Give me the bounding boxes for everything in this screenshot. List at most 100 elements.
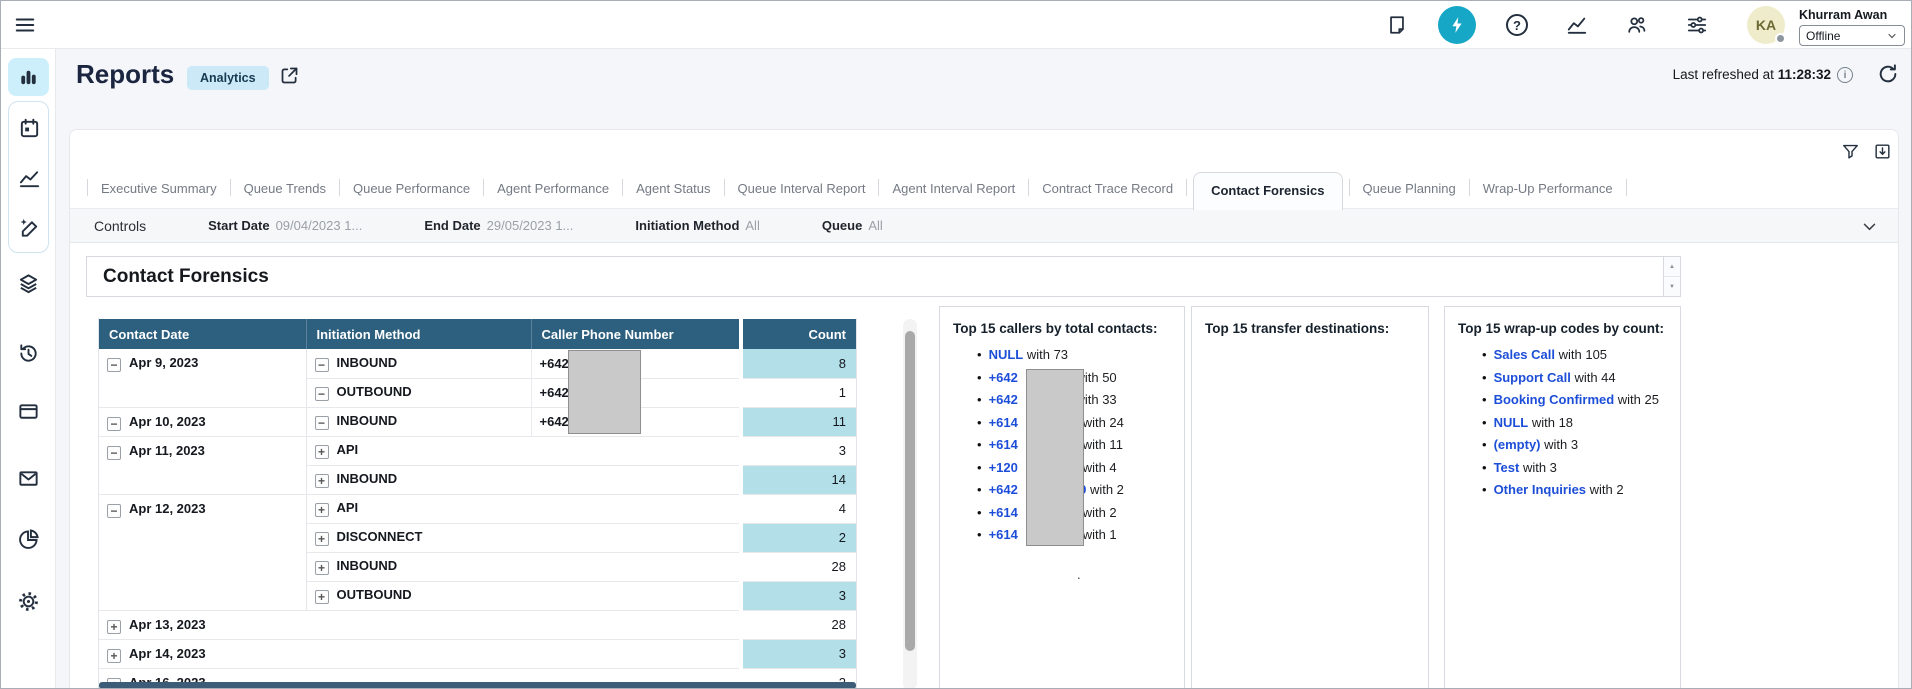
expand-toggle-icon[interactable]: + — [107, 649, 121, 663]
hamburger-menu-icon[interactable] — [13, 14, 37, 36]
caller-link[interactable]: +614 — [989, 415, 1018, 430]
sidebar-item-settings[interactable] — [17, 590, 40, 613]
expand-toggle-icon[interactable]: − — [107, 446, 121, 460]
caller-link[interactable]: +642 — [989, 370, 1018, 385]
caller-link[interactable]: +614 — [989, 437, 1018, 452]
expand-toggle-icon[interactable]: − — [315, 358, 329, 372]
filter-icon[interactable] — [1841, 142, 1860, 161]
wrapup-link[interactable]: NULL — [1494, 415, 1529, 430]
notes-icon[interactable] — [1386, 14, 1408, 36]
refresh-icon[interactable] — [1877, 63, 1899, 85]
count-cell: 28 — [741, 552, 856, 581]
info-icon[interactable]: i — [1837, 67, 1853, 83]
agents-icon[interactable] — [1626, 14, 1648, 36]
wrapup-link[interactable]: Sales Call — [1494, 347, 1555, 362]
expand-toggle-icon[interactable]: − — [315, 387, 329, 401]
tab-contact-forensics[interactable]: Contact Forensics — [1193, 172, 1342, 210]
filter-start-date[interactable]: Start Date09/04/2023 1... — [208, 218, 362, 233]
method-cell[interactable]: −INBOUND — [306, 407, 531, 436]
bullet: • — [977, 527, 982, 542]
metrics-icon[interactable] — [1566, 14, 1588, 36]
date-cell[interactable]: +Apr 14, 2023 — [99, 639, 741, 668]
expand-toggle-icon[interactable]: + — [315, 561, 329, 575]
caller-link[interactable]: NULL — [989, 347, 1024, 362]
expand-toggle-icon[interactable]: − — [107, 504, 121, 518]
method-cell[interactable]: +INBOUND — [306, 552, 741, 581]
lightning-icon[interactable] — [1438, 6, 1476, 44]
sidebar-item-reports-pie[interactable] — [17, 528, 40, 551]
col-count[interactable]: Count — [741, 319, 856, 349]
method-cell[interactable]: −OUTBOUND — [306, 378, 531, 407]
col-contact-date[interactable]: Contact Date — [99, 319, 306, 349]
sidebar-item-mail[interactable] — [17, 467, 40, 490]
tab-contract-trace-record[interactable]: Contract Trace Record — [1035, 181, 1180, 208]
method-cell[interactable]: +API — [306, 494, 741, 523]
tab-queue-planning[interactable]: Queue Planning — [1356, 181, 1463, 208]
date-cell[interactable]: +Apr 13, 2023 — [99, 610, 741, 639]
caller-link[interactable]: +642 — [989, 392, 1018, 407]
method-cell[interactable]: +OUTBOUND — [306, 581, 741, 610]
method-cell[interactable]: +INBOUND — [306, 465, 741, 494]
scrollbar-thumb[interactable] — [905, 331, 915, 651]
sidebar-item-window[interactable] — [17, 400, 40, 423]
tab-divider — [1469, 179, 1470, 196]
wrapup-link[interactable]: Test — [1494, 460, 1520, 475]
tab-agent-status[interactable]: Agent Status — [629, 181, 717, 208]
tab-executive-summary[interactable]: Executive Summary — [94, 181, 224, 208]
sidebar-item-layers[interactable] — [17, 272, 40, 295]
tab-queue-performance[interactable]: Queue Performance — [346, 181, 477, 208]
spinner-down-button[interactable]: ▼ — [1664, 277, 1680, 296]
tab-agent-performance[interactable]: Agent Performance — [490, 181, 616, 208]
table-vertical-scrollbar[interactable] — [903, 319, 917, 689]
expand-toggle-icon[interactable]: + — [315, 503, 329, 517]
tab-queue-trends[interactable]: Queue Trends — [237, 181, 333, 208]
caller-link[interactable]: +642 — [989, 482, 1018, 497]
caller-link[interactable]: +120 — [989, 460, 1018, 475]
sidebar-item-analytics[interactable] — [8, 58, 49, 96]
filter-initiation-method[interactable]: Initiation MethodAll — [635, 218, 759, 233]
tab-divider — [483, 179, 484, 196]
wrapup-link[interactable]: Booking Confirmed — [1494, 392, 1615, 407]
tab-wrap-up-performance[interactable]: Wrap-Up Performance — [1476, 181, 1620, 208]
expand-toggle-icon[interactable]: + — [107, 620, 121, 634]
download-icon[interactable] — [1873, 142, 1892, 161]
wrapup-link[interactable]: Support Call — [1494, 370, 1571, 385]
caller-link[interactable]: +614 — [989, 527, 1018, 542]
sidebar-item-calendar[interactable] — [18, 117, 41, 140]
tab-queue-interval-report[interactable]: Queue Interval Report — [731, 181, 873, 208]
method-cell[interactable]: +DISCONNECT — [306, 523, 741, 552]
date-cell[interactable]: −Apr 11, 2023 — [99, 436, 306, 494]
wrapup-link[interactable]: Other Inquiries — [1494, 482, 1586, 497]
expand-toggle-icon[interactable]: + — [315, 590, 329, 604]
expand-toggle-icon[interactable]: + — [315, 445, 329, 459]
external-link-icon[interactable] — [279, 65, 300, 86]
expand-toggle-icon[interactable]: − — [315, 416, 329, 430]
table-horizontal-scrollbar[interactable] — [99, 682, 856, 689]
method-cell[interactable]: −INBOUND — [306, 349, 531, 378]
caller-link[interactable]: +614 — [989, 505, 1018, 520]
sidebar-item-design[interactable] — [18, 217, 41, 240]
filter-queue[interactable]: QueueAll — [822, 218, 883, 233]
sidebar-item-trends[interactable] — [18, 167, 41, 190]
sliders-icon[interactable] — [1686, 14, 1708, 36]
col-initiation-method[interactable]: Initiation Method — [306, 319, 531, 349]
expand-toggle-icon[interactable]: + — [315, 474, 329, 488]
date-cell[interactable]: −Apr 12, 2023 — [99, 494, 306, 610]
expand-toggle-icon[interactable]: + — [315, 532, 329, 546]
col-caller-phone[interactable]: Caller Phone Number — [531, 319, 741, 349]
analytics-badge[interactable]: Analytics — [187, 66, 269, 90]
expand-toggle-icon[interactable]: − — [107, 358, 121, 372]
controls-collapse-chevron-icon[interactable] — [1861, 218, 1878, 235]
wrapup-link[interactable]: (empty) — [1494, 437, 1541, 452]
tab-agent-interval-report[interactable]: Agent Interval Report — [885, 181, 1022, 208]
date-cell[interactable]: −Apr 9, 2023 — [99, 349, 306, 407]
help-icon[interactable]: ? — [1506, 14, 1528, 36]
status-dropdown[interactable]: Offline — [1799, 25, 1905, 46]
controls-label: Controls — [94, 218, 146, 234]
sidebar-item-history[interactable] — [17, 342, 40, 365]
method-cell[interactable]: +API — [306, 436, 741, 465]
filter-end-date[interactable]: End Date29/05/2023 1... — [424, 218, 573, 233]
spinner-up-button[interactable]: ▲ — [1664, 257, 1680, 277]
date-cell[interactable]: −Apr 10, 2023 — [99, 407, 306, 436]
expand-toggle-icon[interactable]: − — [107, 417, 121, 431]
